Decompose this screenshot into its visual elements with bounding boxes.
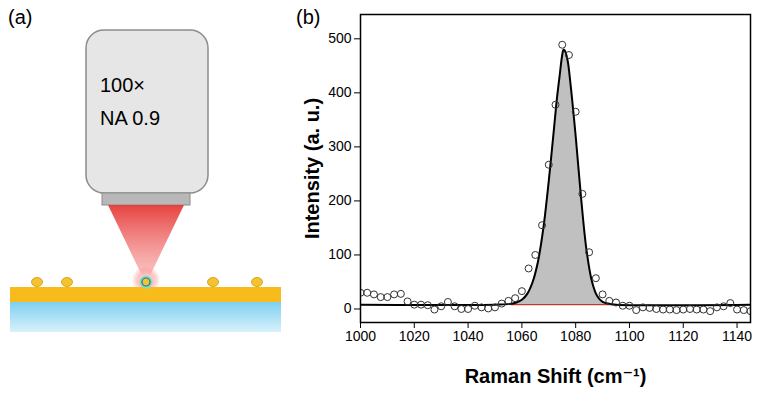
svg-text:NA 0.9: NA 0.9 xyxy=(100,107,160,129)
html-text:(a): (a) xyxy=(8,6,33,28)
html-text:(b): (b) xyxy=(296,6,321,28)
svg-text:1080: 1080 xyxy=(560,328,591,344)
svg-text:Raman Shift (cm⁻¹): Raman Shift (cm⁻¹) xyxy=(465,365,647,387)
svg-text:0: 0 xyxy=(344,300,352,316)
svg-text:1020: 1020 xyxy=(399,328,430,344)
svg-text:1120: 1120 xyxy=(668,328,698,344)
svg-text:1000: 1000 xyxy=(345,328,376,344)
svg-text:100: 100 xyxy=(328,246,352,262)
svg-text:1140: 1140 xyxy=(722,328,752,344)
svg-text:Intensity (a. u.): Intensity (a. u.) xyxy=(301,98,323,239)
svg-text:300: 300 xyxy=(328,138,352,154)
svg-text:500: 500 xyxy=(328,30,352,46)
svg-text:400: 400 xyxy=(328,84,352,100)
svg-text:1060: 1060 xyxy=(506,328,537,344)
svg-text:1040: 1040 xyxy=(453,328,484,344)
svg-text:200: 200 xyxy=(328,192,352,208)
svg-text:1100: 1100 xyxy=(614,328,644,344)
svg-text:100×: 100× xyxy=(100,74,145,96)
